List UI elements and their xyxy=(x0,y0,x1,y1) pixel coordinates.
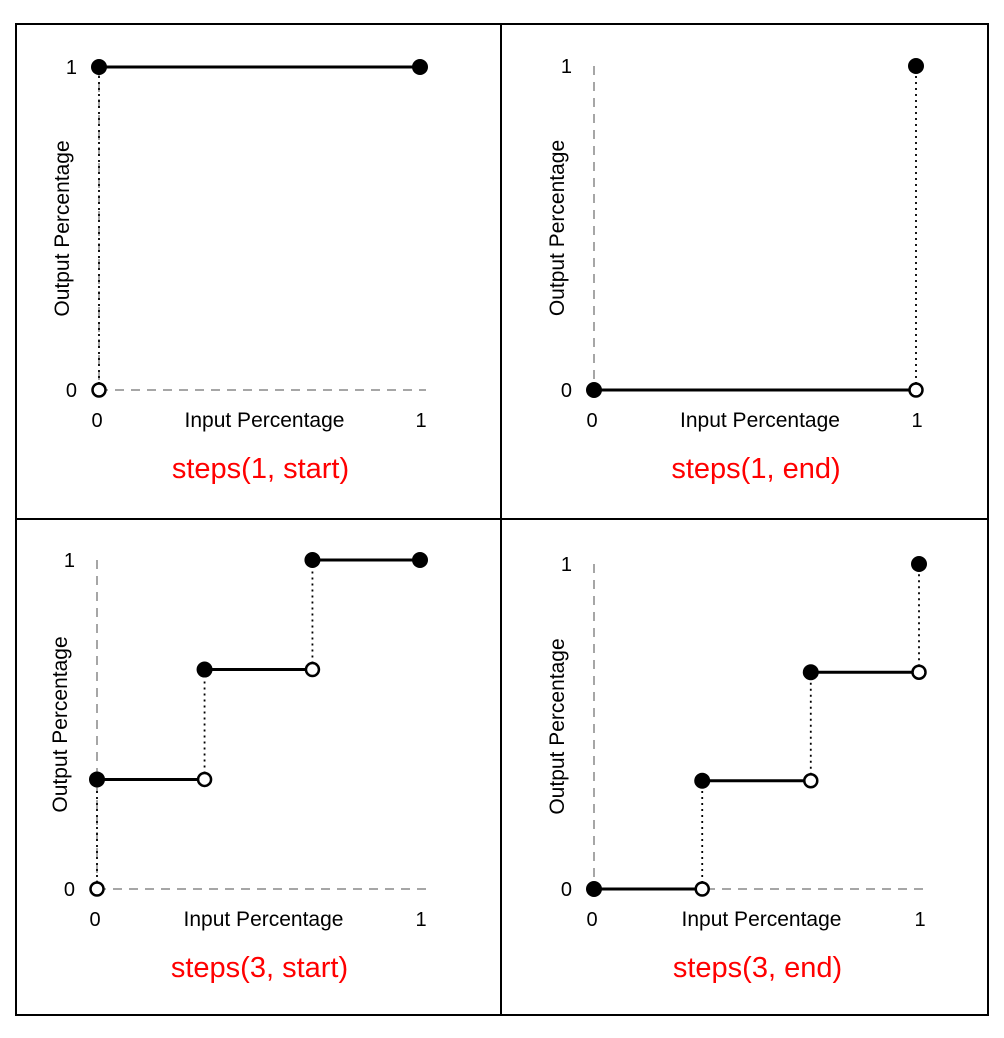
x-tick-label: 1 xyxy=(914,909,925,931)
y-tick-label: 0 xyxy=(66,380,77,402)
chart-panel: 1 00 1 Input Percentage Output Percentage ste… xyxy=(51,57,428,485)
filled-point xyxy=(89,771,105,788)
y-tick-label: 0 xyxy=(561,380,572,402)
open-point xyxy=(304,661,321,678)
y-axis-label: Output Percentage xyxy=(546,638,569,814)
chart-title: steps(3, start) xyxy=(171,952,348,984)
open-point xyxy=(91,382,107,398)
x-tick-label: 1 xyxy=(415,909,426,931)
y-tick-label: 1 xyxy=(561,554,572,576)
chart-title: steps(1, end) xyxy=(671,453,840,485)
y-axis-label: Output Percentage xyxy=(49,636,72,812)
open-point xyxy=(803,773,819,789)
chart-panel: 1 00 1 Input Percentage Output Percentage ste… xyxy=(49,550,428,984)
filled-point xyxy=(304,552,321,568)
x-tick-label: 1 xyxy=(415,410,426,432)
filled-point xyxy=(911,556,927,572)
y-axis-label: Output Percentage xyxy=(51,140,74,316)
y-tick-label: 0 xyxy=(561,879,572,901)
filled-point xyxy=(586,881,602,897)
open-point xyxy=(89,881,105,897)
grid-frame xyxy=(15,23,989,1016)
open-point xyxy=(911,664,927,680)
chart-title: steps(3, end) xyxy=(673,952,842,984)
filled-point xyxy=(196,661,213,678)
open-point xyxy=(908,382,924,398)
x-tick-label: 0 xyxy=(586,410,597,432)
filled-point xyxy=(694,772,711,789)
chart-panel: 1 00 1 Input Percentage Output Percentage ste… xyxy=(546,554,927,984)
chart-panel: 1 00 1 Input Percentage Output Percentage ste… xyxy=(546,56,924,485)
y-tick-label: 1 xyxy=(561,56,572,78)
x-axis-label: Input Percentage xyxy=(185,409,345,432)
x-axis-label: Input Percentage xyxy=(680,409,840,432)
chart-title: steps(1, start) xyxy=(172,453,349,485)
open-point xyxy=(196,771,213,788)
y-tick-label: 0 xyxy=(64,879,75,901)
filled-point xyxy=(412,552,428,568)
filled-point xyxy=(412,59,428,75)
x-tick-label: 0 xyxy=(91,410,102,432)
y-tick-label: 1 xyxy=(64,550,75,572)
y-axis-label: Output Percentage xyxy=(546,140,569,316)
x-axis-label: Input Percentage xyxy=(682,908,842,931)
filled-point xyxy=(802,664,819,681)
filled-point xyxy=(908,58,924,74)
open-point xyxy=(694,881,710,897)
filled-point xyxy=(91,59,107,75)
x-tick-label: 1 xyxy=(911,410,922,432)
x-axis-label: Input Percentage xyxy=(184,908,344,931)
x-tick-label: 0 xyxy=(586,909,597,931)
y-tick-label: 1 xyxy=(66,57,77,79)
filled-point xyxy=(586,382,602,398)
x-tick-label: 0 xyxy=(89,909,100,931)
